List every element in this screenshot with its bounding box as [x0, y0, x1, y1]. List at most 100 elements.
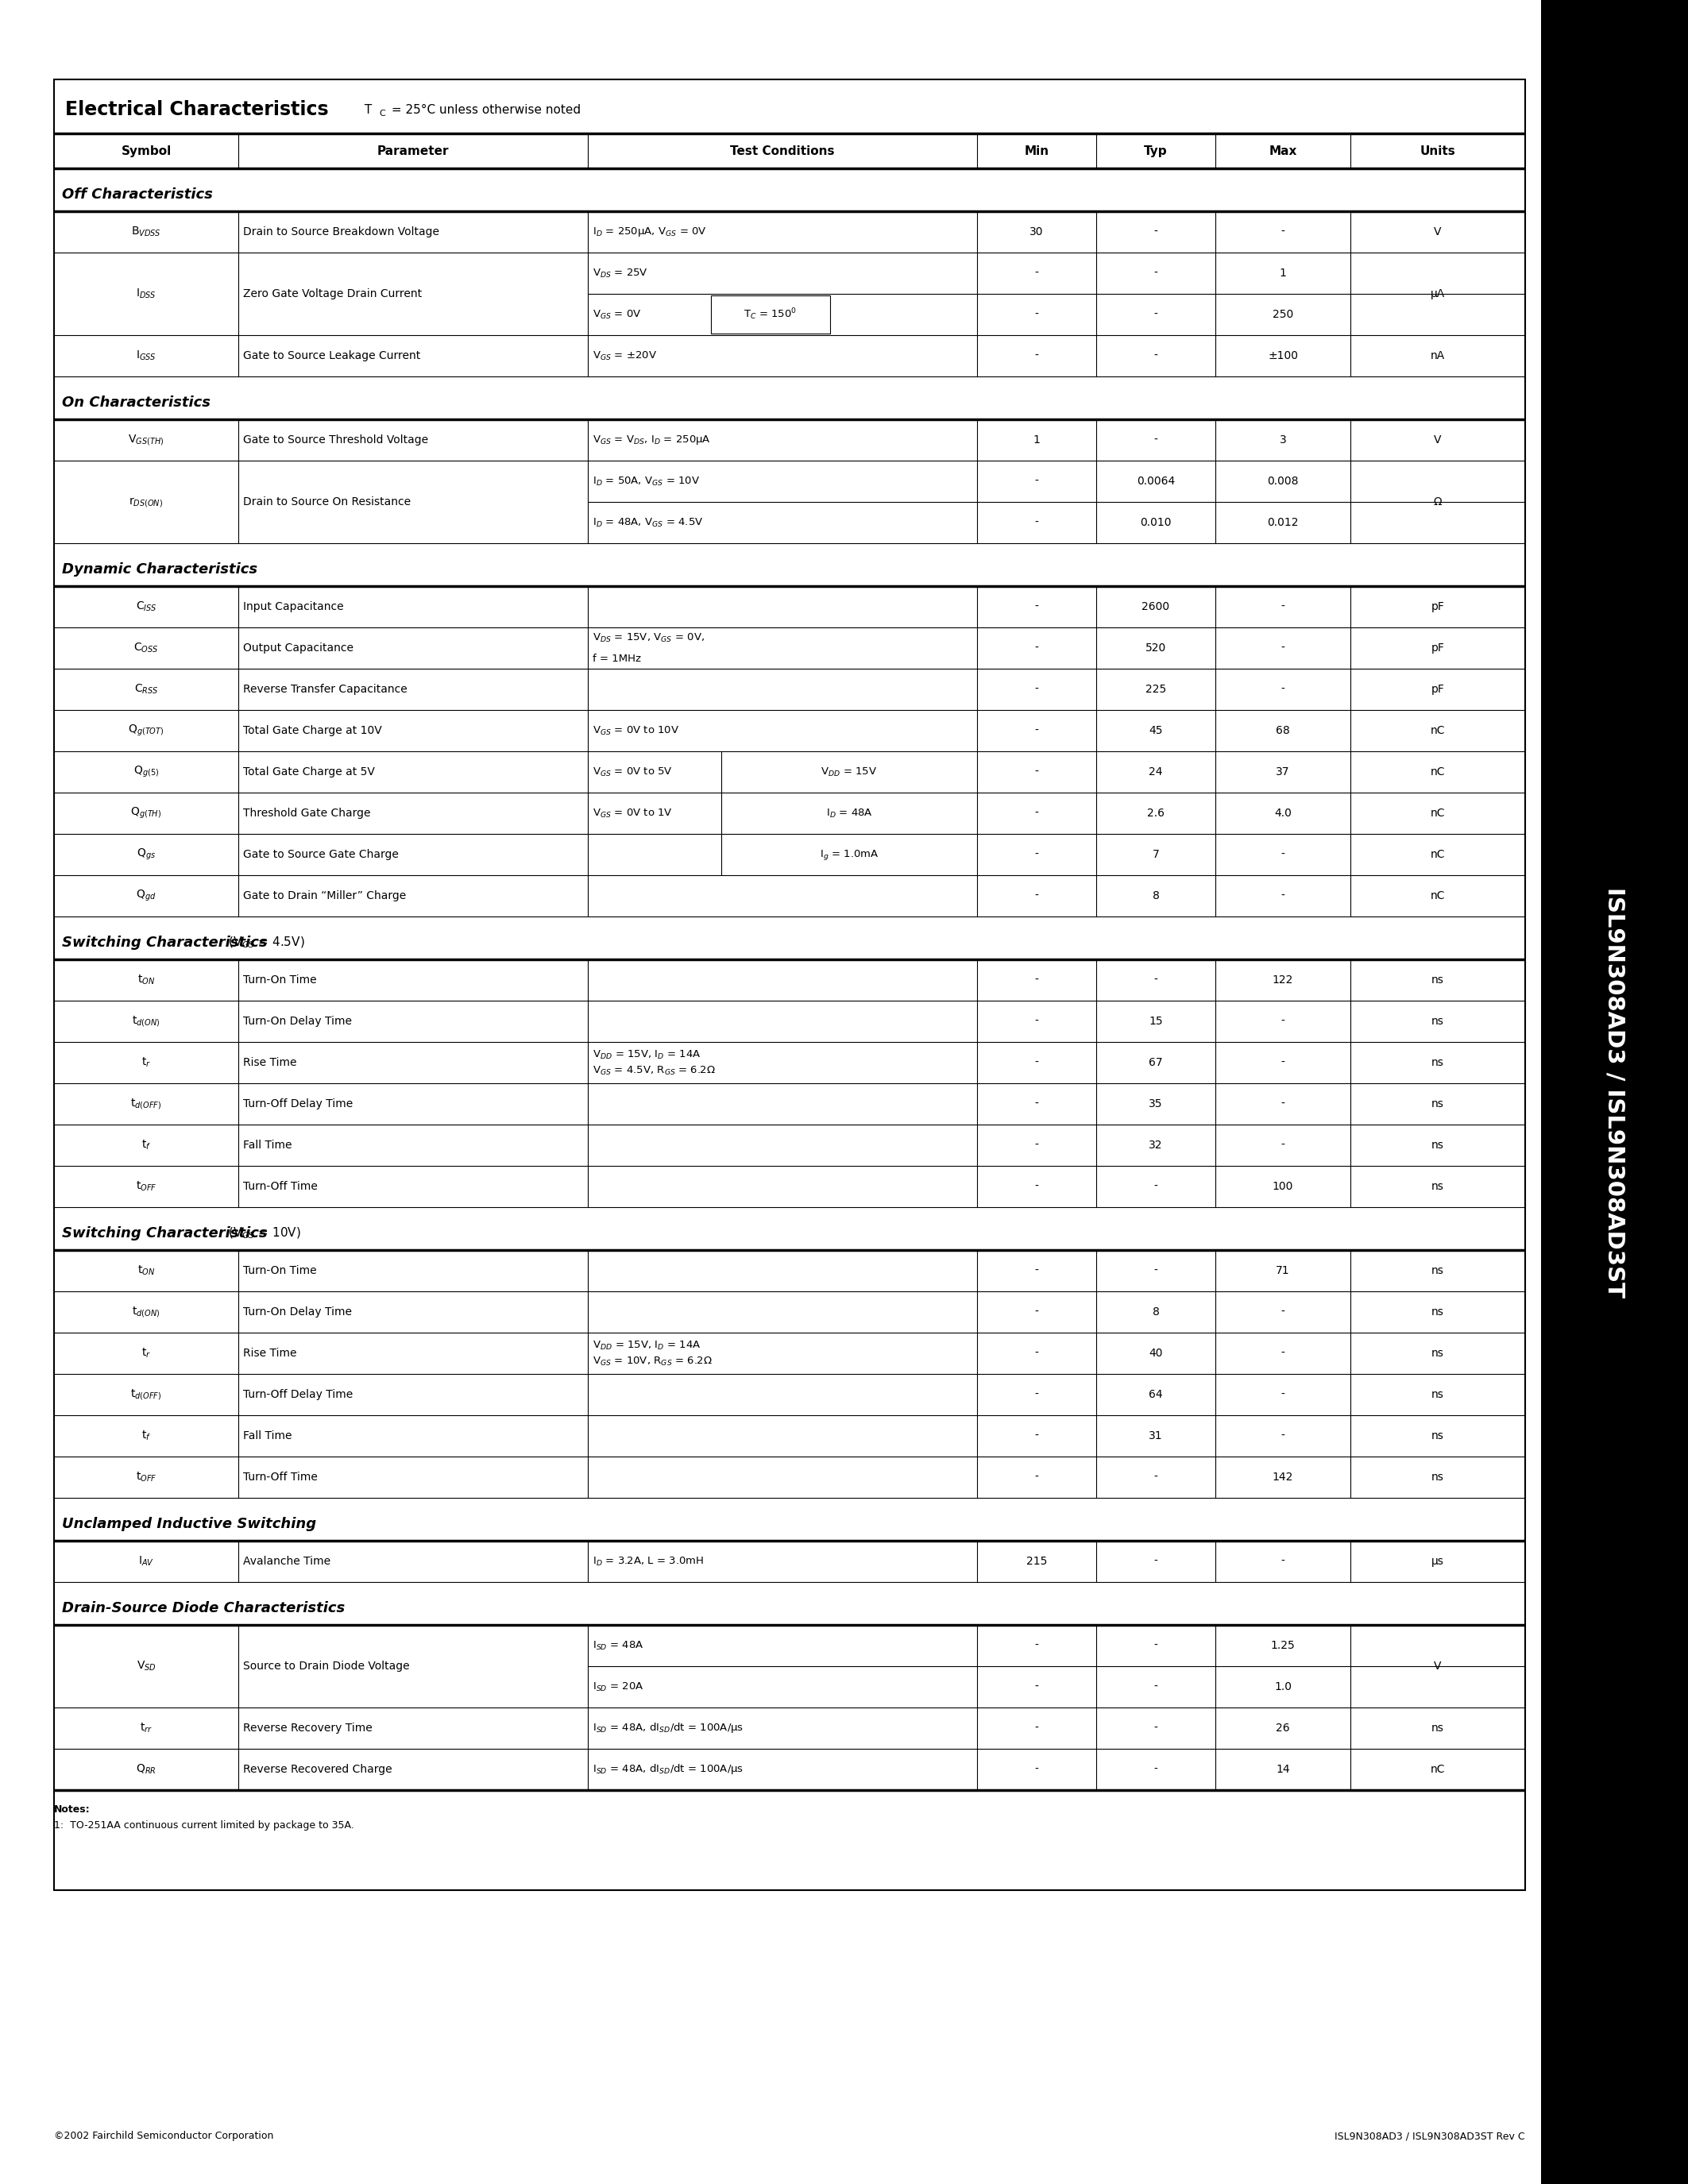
Text: T$_C$ = 150$^0$: T$_C$ = 150$^0$ — [744, 308, 797, 321]
Text: ns: ns — [1431, 1265, 1445, 1275]
Text: 32: 32 — [1150, 1140, 1163, 1151]
Text: ns: ns — [1431, 1348, 1445, 1358]
Text: Gate to Source Leakage Current: Gate to Source Leakage Current — [243, 349, 420, 360]
Text: -: - — [1281, 1016, 1285, 1026]
Text: pF: pF — [1431, 684, 1445, 695]
Text: Q$_{gs}$: Q$_{gs}$ — [137, 847, 155, 863]
Text: ns: ns — [1431, 1306, 1445, 1317]
Text: I$_g$ = 1.0mA: I$_g$ = 1.0mA — [819, 847, 879, 860]
Text: -: - — [1035, 269, 1038, 280]
Text: Switching Characteristics: Switching Characteristics — [62, 935, 267, 950]
Text: 8: 8 — [1153, 1306, 1160, 1317]
Text: -: - — [1281, 642, 1285, 653]
Text: -: - — [1035, 1265, 1038, 1275]
Text: -: - — [1281, 850, 1285, 860]
Text: Min: Min — [1025, 144, 1048, 157]
Text: -: - — [1155, 1265, 1158, 1275]
Text: -: - — [1155, 308, 1158, 321]
Text: t$_r$: t$_r$ — [142, 1348, 150, 1361]
Text: I$_{DSS}$: I$_{DSS}$ — [137, 288, 157, 301]
Text: -: - — [1035, 1431, 1038, 1441]
Text: 67: 67 — [1150, 1057, 1163, 1068]
Text: f = 1MHz: f = 1MHz — [592, 653, 641, 664]
Text: -: - — [1281, 1389, 1285, 1400]
Text: Q$_{g(TOT)}$: Q$_{g(TOT)}$ — [128, 723, 164, 738]
Text: -: - — [1035, 476, 1038, 487]
Text: -: - — [1035, 1765, 1038, 1776]
Text: 24: 24 — [1150, 767, 1163, 778]
Text: Notes:: Notes: — [54, 1804, 89, 1815]
Text: C: C — [378, 109, 385, 118]
Text: -: - — [1281, 1348, 1285, 1358]
Text: Avalanche Time: Avalanche Time — [243, 1555, 331, 1566]
Text: 26: 26 — [1276, 1723, 1290, 1734]
Text: -: - — [1155, 974, 1158, 985]
Text: V$_{DS}$ = 25V: V$_{DS}$ = 25V — [592, 266, 648, 280]
Text: T: T — [361, 103, 371, 116]
Text: Symbol: Symbol — [122, 144, 170, 157]
Text: -: - — [1281, 684, 1285, 695]
Text: Reverse Recovery Time: Reverse Recovery Time — [243, 1723, 373, 1734]
Text: 250: 250 — [1273, 308, 1293, 321]
Text: -: - — [1281, 601, 1285, 612]
Text: 3: 3 — [1280, 435, 1286, 446]
Text: V$_{GS}$ = 0V to 10V: V$_{GS}$ = 0V to 10V — [592, 725, 679, 736]
Text: -: - — [1035, 974, 1038, 985]
Text: = 25°C unless otherwise noted: = 25°C unless otherwise noted — [388, 103, 581, 116]
Text: t$_{rr}$: t$_{rr}$ — [140, 1721, 152, 1734]
Text: -: - — [1281, 1431, 1285, 1441]
Text: Drain to Source Breakdown Voltage: Drain to Source Breakdown Voltage — [243, 227, 439, 238]
Text: ±100: ±100 — [1268, 349, 1298, 360]
Text: V: V — [1435, 227, 1442, 238]
Text: Test Conditions: Test Conditions — [731, 144, 834, 157]
Text: Turn-Off Time: Turn-Off Time — [243, 1182, 317, 1192]
Text: 14: 14 — [1276, 1765, 1290, 1776]
Text: Turn-On Time: Turn-On Time — [243, 974, 317, 985]
Text: 0.008: 0.008 — [1268, 476, 1298, 487]
Text: 45: 45 — [1150, 725, 1163, 736]
Text: -: - — [1035, 1348, 1038, 1358]
Text: nC: nC — [1430, 850, 1445, 860]
Text: 142: 142 — [1273, 1472, 1293, 1483]
Text: Ω: Ω — [1433, 496, 1442, 507]
Text: I$_{SD}$ = 20A: I$_{SD}$ = 20A — [592, 1682, 645, 1693]
Text: -: - — [1035, 308, 1038, 321]
Text: Fall Time: Fall Time — [243, 1431, 292, 1441]
Text: -: - — [1035, 1389, 1038, 1400]
Text: ns: ns — [1431, 1723, 1445, 1734]
Text: nC: nC — [1430, 725, 1445, 736]
Text: nA: nA — [1430, 349, 1445, 360]
Text: V$_{GS}$ = ±20V: V$_{GS}$ = ±20V — [592, 349, 657, 363]
Text: I$_D$ = 50A, V$_{GS}$ = 10V: I$_D$ = 50A, V$_{GS}$ = 10V — [592, 476, 701, 487]
Text: V$_{GS(TH)}$: V$_{GS(TH)}$ — [128, 432, 164, 448]
Text: -: - — [1035, 1099, 1038, 1109]
Text: -: - — [1155, 1472, 1158, 1483]
Text: On Characteristics: On Characteristics — [62, 395, 211, 411]
Text: 31: 31 — [1150, 1431, 1163, 1441]
Text: -: - — [1035, 725, 1038, 736]
Text: Electrical Characteristics: Electrical Characteristics — [66, 100, 329, 120]
Text: Gate to Source Threshold Voltage: Gate to Source Threshold Voltage — [243, 435, 429, 446]
Text: -: - — [1281, 227, 1285, 238]
Text: 0.012: 0.012 — [1268, 518, 1298, 529]
Text: Total Gate Charge at 5V: Total Gate Charge at 5V — [243, 767, 375, 778]
Text: -: - — [1155, 1682, 1158, 1693]
Text: 0.010: 0.010 — [1139, 518, 1171, 529]
Text: Q$_{g(TH)}$: Q$_{g(TH)}$ — [130, 806, 162, 821]
Text: nC: nC — [1430, 808, 1445, 819]
Text: Q$_{gd}$: Q$_{gd}$ — [137, 889, 157, 904]
Text: I$_{SD}$ = 48A, dI$_{SD}$/dt = 100A/μs: I$_{SD}$ = 48A, dI$_{SD}$/dt = 100A/μs — [592, 1721, 744, 1734]
Text: -: - — [1155, 1182, 1158, 1192]
Text: 1.0: 1.0 — [1274, 1682, 1291, 1693]
Text: -: - — [1035, 1723, 1038, 1734]
Text: V$_{GS}$ = V$_{DS}$, I$_D$ = 250μA: V$_{GS}$ = V$_{DS}$, I$_D$ = 250μA — [592, 435, 711, 446]
Text: nC: nC — [1430, 891, 1445, 902]
Text: -: - — [1155, 435, 1158, 446]
Text: pF: pF — [1431, 642, 1445, 653]
Text: 71: 71 — [1276, 1265, 1290, 1275]
Text: nC: nC — [1430, 767, 1445, 778]
Text: 15: 15 — [1150, 1016, 1163, 1026]
Text: I$_{AV}$: I$_{AV}$ — [138, 1555, 154, 1568]
Text: -: - — [1155, 1765, 1158, 1776]
Text: -: - — [1155, 349, 1158, 360]
